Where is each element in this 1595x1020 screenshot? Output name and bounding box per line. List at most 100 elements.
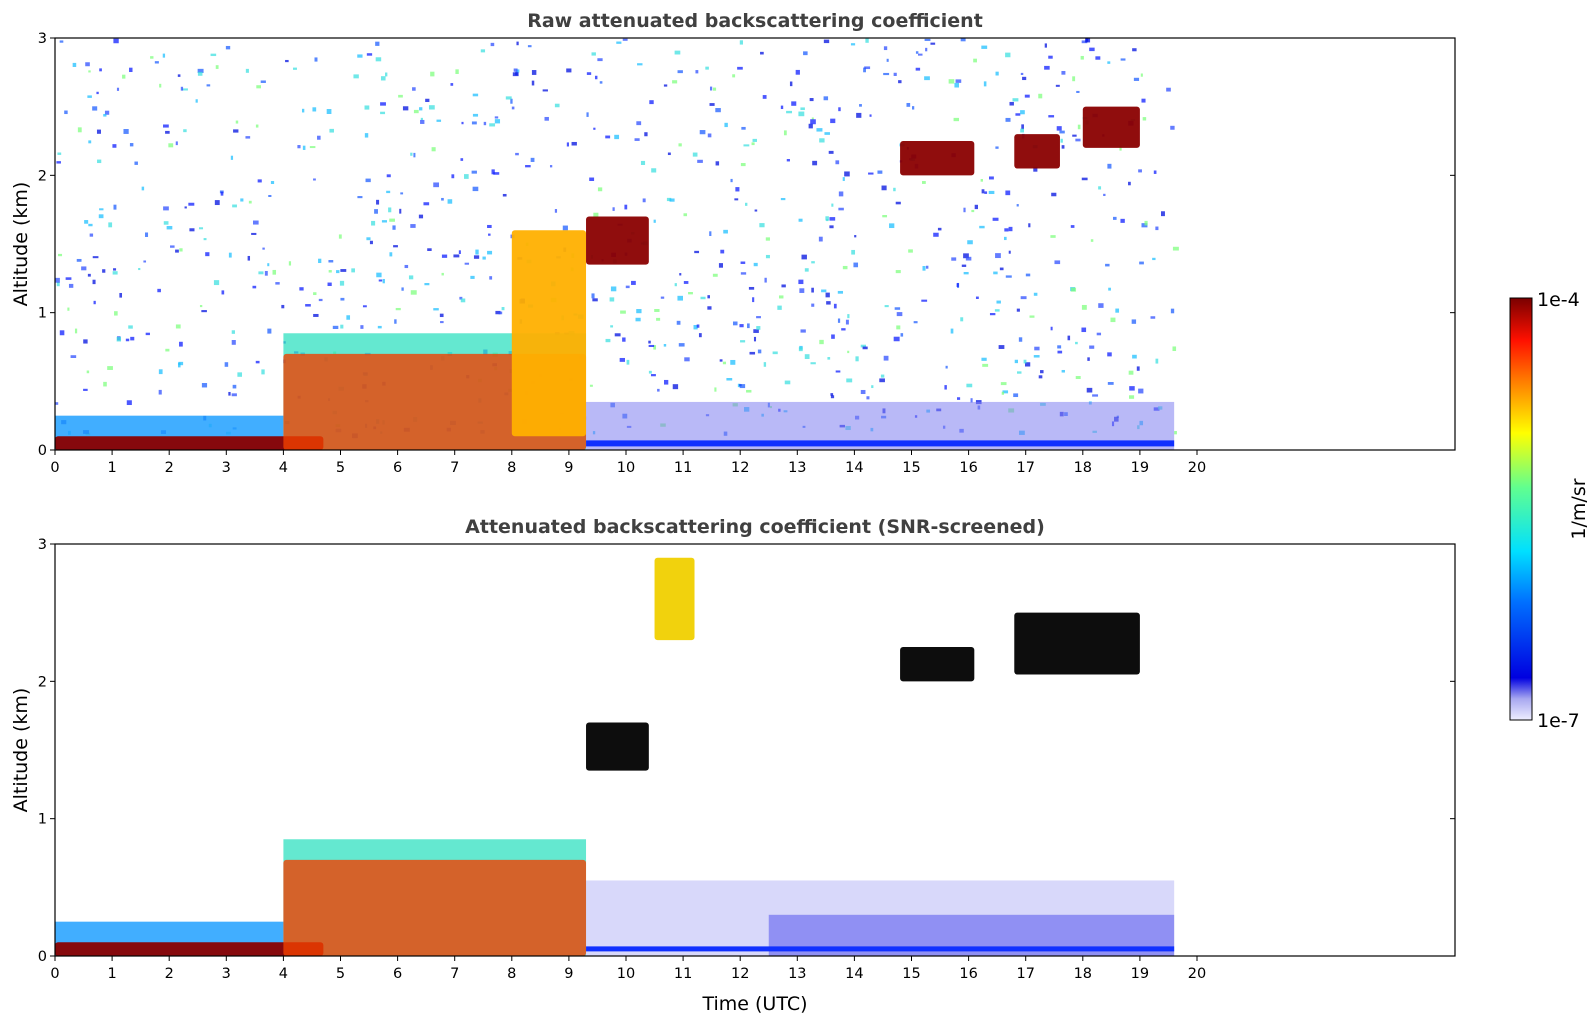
- noise-speckle: [975, 296, 979, 299]
- noise-speckle: [83, 388, 88, 391]
- noise-speckle: [1002, 390, 1009, 394]
- colorbar-label: 1/m/sr: [1568, 478, 1590, 539]
- noise-speckle: [803, 51, 808, 56]
- noise-speckle: [1048, 115, 1055, 118]
- noise-speckle: [221, 290, 225, 295]
- noise-speckle: [636, 309, 642, 314]
- x-tick-label: 11: [674, 966, 692, 982]
- noise-speckle: [1098, 186, 1102, 190]
- noise-speckle: [757, 349, 762, 354]
- x-tick-label: 16: [959, 460, 977, 476]
- noise-speckle: [847, 350, 850, 354]
- noise-speckle: [748, 286, 755, 290]
- noise-speckle: [1075, 376, 1081, 380]
- noise-speckle: [68, 283, 74, 288]
- noise-speckle: [718, 263, 723, 268]
- x-tick-label: 0: [50, 966, 59, 982]
- noise-speckle: [1089, 345, 1095, 349]
- noise-speckle: [182, 88, 188, 91]
- noise-speckle: [501, 307, 505, 311]
- noise-speckle: [56, 281, 60, 287]
- noise-speckle: [340, 269, 347, 272]
- noise-speckle: [260, 80, 266, 83]
- noise-speckle: [739, 324, 744, 328]
- noise-speckle: [811, 261, 815, 264]
- feature-cloud: [586, 216, 649, 265]
- noise-speckle: [743, 144, 750, 147]
- noise-speckle: [189, 228, 195, 232]
- noise-speckle: [175, 324, 181, 329]
- noise-speckle: [1014, 359, 1019, 364]
- noise-speckle: [921, 299, 928, 302]
- noise-speckle: [801, 254, 807, 260]
- noise-speckle: [740, 272, 747, 275]
- noise-speckle: [816, 128, 823, 132]
- noise-speckle: [1001, 391, 1005, 395]
- panel1-frame: [54, 37, 1456, 451]
- noise-speckle: [868, 172, 874, 175]
- noise-speckle: [97, 159, 102, 164]
- noise-speckle: [739, 384, 746, 389]
- x-axis-label: Time (UTC): [701, 993, 807, 1015]
- noise-speckle: [866, 396, 870, 400]
- noise-speckle: [314, 57, 318, 62]
- noise-speckle: [925, 47, 928, 52]
- noise-speckle: [489, 276, 493, 280]
- noise-speckle: [610, 325, 614, 328]
- noise-speckle: [1107, 61, 1111, 64]
- noise-speckle: [493, 172, 500, 175]
- noise-speckle: [651, 168, 657, 173]
- noise-speckle: [893, 336, 900, 342]
- noise-speckle: [251, 232, 257, 235]
- noise-speckle: [256, 85, 262, 89]
- noise-speckle: [364, 133, 369, 138]
- noise-speckle: [674, 283, 677, 287]
- noise-speckle: [224, 362, 229, 367]
- noise-speckle: [1070, 287, 1077, 292]
- noise-speckle: [1138, 169, 1142, 173]
- noise-speckle: [175, 249, 179, 253]
- noise-speckle: [56, 161, 61, 164]
- noise-speckle: [730, 178, 733, 183]
- x-tick-label: 12: [731, 966, 749, 982]
- noise-speckle: [784, 380, 791, 385]
- noise-speckle: [288, 261, 292, 266]
- noise-speckle: [654, 309, 660, 312]
- noise-speckle: [213, 280, 220, 286]
- noise-speckle: [812, 160, 818, 166]
- noise-speckle: [865, 38, 869, 43]
- noise-speckle: [374, 209, 378, 214]
- noise-speckle: [845, 319, 849, 325]
- noise-speckle: [896, 312, 903, 317]
- noise-speckle: [1107, 382, 1114, 385]
- noise-speckle: [893, 72, 897, 76]
- noise-speckle: [510, 98, 513, 104]
- noise-speckle: [694, 250, 700, 254]
- noise-speckle: [1020, 72, 1024, 75]
- noise-speckle: [1000, 382, 1007, 386]
- noise-speckle: [951, 257, 957, 261]
- noise-speckle: [392, 225, 396, 230]
- noise-speckle: [753, 336, 757, 342]
- noise-speckle: [896, 325, 901, 330]
- noise-speckle: [1103, 193, 1106, 197]
- noise-speckle: [380, 102, 386, 106]
- noise-speckle: [1115, 308, 1120, 313]
- noise-speckle: [847, 314, 850, 319]
- noise-speckle: [642, 198, 646, 203]
- noise-speckle: [488, 233, 491, 236]
- noise-speckle: [594, 75, 598, 80]
- noise-speckle: [915, 67, 921, 71]
- noise-speckle: [963, 271, 969, 275]
- noise-speckle: [838, 207, 844, 211]
- noise-speckle: [326, 109, 332, 114]
- noise-speckle: [378, 279, 383, 282]
- x-tick-label: 18: [1074, 966, 1092, 982]
- noise-speckle: [92, 279, 96, 285]
- noise-speckle: [648, 340, 651, 344]
- noise-speckle: [232, 384, 237, 389]
- noise-speckle: [996, 300, 1001, 304]
- noise-speckle: [183, 129, 187, 133]
